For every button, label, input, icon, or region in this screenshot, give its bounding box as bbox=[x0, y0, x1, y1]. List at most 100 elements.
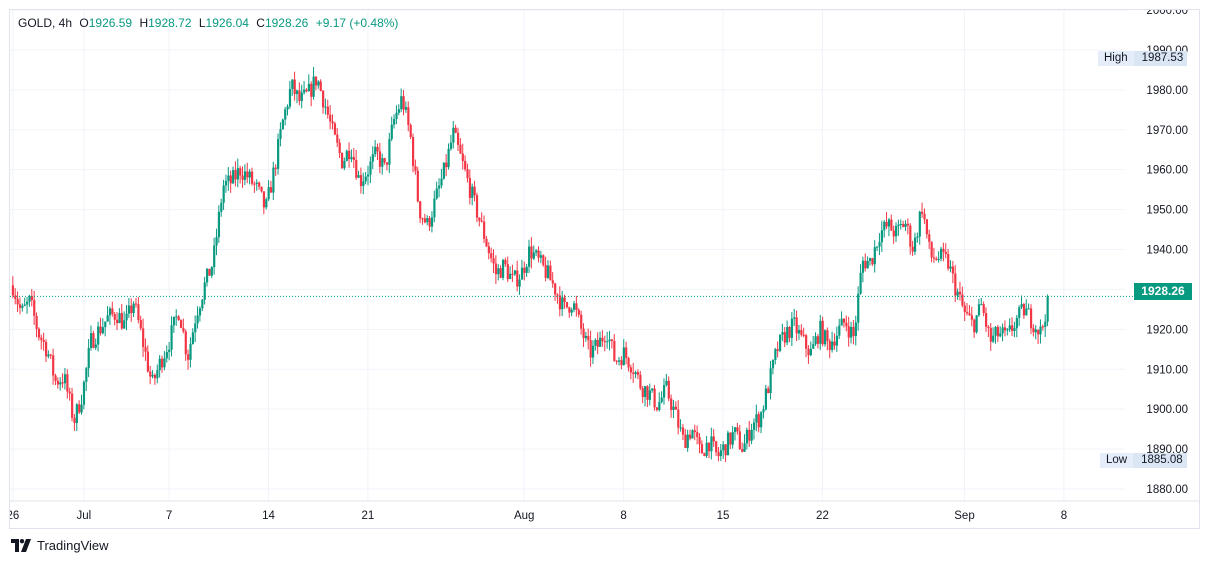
candle-body bbox=[885, 221, 888, 227]
candle-body bbox=[395, 112, 398, 119]
candle-body bbox=[715, 441, 718, 453]
candle-body bbox=[636, 372, 640, 375]
price-tick-label: 1970.00 bbox=[1146, 125, 1188, 137]
candle-body bbox=[414, 165, 417, 171]
candle-body bbox=[641, 388, 644, 397]
candle-body bbox=[227, 175, 230, 181]
candle-body bbox=[932, 257, 936, 259]
candle-body bbox=[461, 153, 464, 161]
candle-body bbox=[189, 344, 192, 360]
candle-body bbox=[523, 267, 526, 273]
candle-body bbox=[958, 291, 962, 295]
candle-body bbox=[535, 250, 538, 253]
candle-body bbox=[367, 174, 370, 177]
candle-body bbox=[40, 337, 43, 341]
candle-body bbox=[265, 199, 268, 208]
candle-body bbox=[632, 372, 635, 375]
candle-body bbox=[831, 341, 834, 350]
low-marker: Low 1885.08 bbox=[1100, 453, 1187, 468]
candle-body bbox=[78, 404, 81, 413]
candle-body bbox=[989, 327, 992, 342]
candle-body bbox=[75, 404, 78, 423]
candle-body bbox=[203, 282, 206, 300]
candle-body bbox=[895, 226, 898, 237]
candle-body bbox=[161, 358, 164, 368]
candle-body bbox=[483, 221, 486, 239]
candle-body bbox=[823, 330, 827, 345]
candle-body bbox=[132, 303, 135, 314]
candle-body bbox=[307, 83, 311, 92]
candle-body bbox=[234, 170, 237, 180]
candle-body bbox=[16, 298, 19, 305]
candle-body bbox=[610, 339, 614, 341]
candle-body bbox=[381, 158, 384, 167]
candle-body bbox=[594, 339, 597, 346]
price-tick-label: 1920.00 bbox=[1146, 324, 1188, 336]
candle-body bbox=[689, 434, 692, 439]
candle-body bbox=[23, 304, 26, 306]
candle-body bbox=[220, 202, 223, 212]
candle-body bbox=[411, 136, 415, 166]
candle-body bbox=[272, 167, 275, 193]
candle-body bbox=[447, 148, 450, 168]
candle-body bbox=[139, 320, 142, 329]
candle-body bbox=[28, 295, 31, 302]
candle-body bbox=[599, 337, 602, 347]
candle-body bbox=[300, 92, 303, 102]
change-value: +9.17 (+0.48%) bbox=[315, 16, 399, 30]
candle-body bbox=[393, 118, 396, 125]
candle-body bbox=[239, 168, 242, 176]
candle-body bbox=[639, 374, 642, 389]
candle-body bbox=[340, 152, 344, 169]
candle-body bbox=[776, 349, 779, 351]
candle-body bbox=[338, 142, 341, 153]
high-marker: High 1987.53 bbox=[1098, 51, 1188, 66]
candle-body bbox=[558, 295, 561, 310]
candle-body bbox=[554, 283, 557, 295]
candle-body bbox=[73, 417, 76, 423]
candle-body bbox=[904, 223, 907, 228]
candle-body bbox=[963, 305, 966, 312]
candle-body bbox=[603, 341, 606, 343]
candle-body bbox=[565, 302, 569, 308]
candle-body bbox=[800, 329, 803, 335]
candle-body bbox=[546, 265, 550, 278]
candle-body bbox=[634, 372, 637, 375]
candle-body bbox=[224, 180, 228, 186]
candle-body bbox=[504, 259, 507, 265]
candle-body bbox=[490, 253, 493, 259]
candle-body bbox=[468, 178, 472, 198]
candle-body bbox=[719, 450, 723, 457]
open-value: 1926.59 bbox=[88, 16, 133, 30]
candle-body bbox=[693, 430, 696, 433]
candle-body bbox=[580, 314, 583, 329]
candle-body bbox=[175, 316, 178, 318]
candle-body bbox=[620, 360, 623, 366]
candle-body bbox=[814, 336, 817, 345]
candle-body bbox=[928, 234, 931, 242]
candle-body bbox=[480, 220, 483, 222]
candle-body bbox=[213, 245, 216, 268]
candle-body bbox=[277, 139, 280, 169]
candle-body bbox=[561, 297, 564, 310]
candle-body bbox=[179, 320, 183, 329]
candle-body bbox=[854, 322, 857, 337]
candle-body bbox=[724, 444, 727, 456]
tradingview-brand[interactable]: TradingView bbox=[11, 538, 109, 553]
candle-body bbox=[63, 374, 67, 384]
candle-body bbox=[371, 154, 374, 162]
candlestick-chart[interactable]: 1880.001890.001900.001910.001920.001930.… bbox=[10, 10, 1200, 529]
candle-body bbox=[892, 230, 895, 237]
candle-body bbox=[930, 241, 933, 258]
candle-body bbox=[757, 414, 760, 428]
low-marker-value: 1885.08 bbox=[1133, 453, 1187, 468]
candle-body bbox=[975, 315, 978, 333]
candle-body bbox=[430, 217, 434, 227]
candle-body bbox=[835, 335, 839, 346]
candle-body bbox=[821, 320, 824, 345]
candle-body bbox=[587, 335, 590, 341]
candle-body bbox=[613, 340, 616, 361]
price-tick-label: 2000.00 bbox=[1146, 10, 1188, 17]
candle-body bbox=[1046, 296, 1049, 322]
candle-body bbox=[376, 146, 379, 152]
